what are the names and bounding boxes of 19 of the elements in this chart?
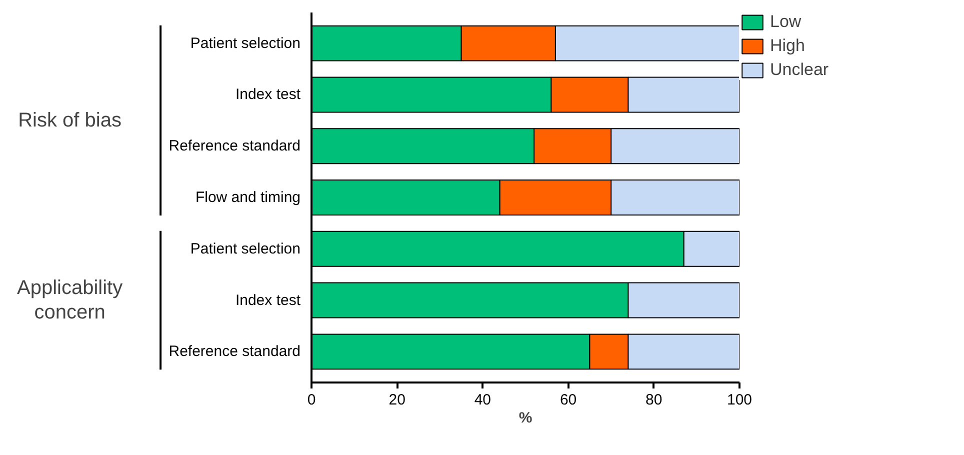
y-tick-label: Patient selection: [190, 34, 301, 52]
y-tick-label: Index test: [235, 292, 302, 309]
x-tick-label: 40: [474, 392, 492, 408]
x-tick-label: 80: [646, 392, 662, 408]
x-tick-label: 20: [388, 392, 406, 408]
y-tick-label: Index test: [235, 86, 302, 104]
y-tick-label: Flow and timing: [195, 189, 301, 206]
y-tick-label: Reference standard: [168, 138, 300, 155]
legend-label: Low: [770, 12, 802, 32]
x-tick-label: 60: [560, 392, 577, 408]
x-tick-label: 100: [726, 392, 752, 408]
x-axis-title: %: [518, 410, 532, 426]
text: Risk of bias: [18, 109, 122, 132]
text: Applicability concern: [16, 277, 123, 324]
legend-label: High: [770, 36, 805, 56]
y-tick-label: Patient selection: [190, 240, 301, 258]
legend-label: Unclear: [770, 60, 829, 80]
y-tick-label: Reference standard: [168, 343, 300, 360]
x-tick-label: 0: [307, 392, 316, 408]
